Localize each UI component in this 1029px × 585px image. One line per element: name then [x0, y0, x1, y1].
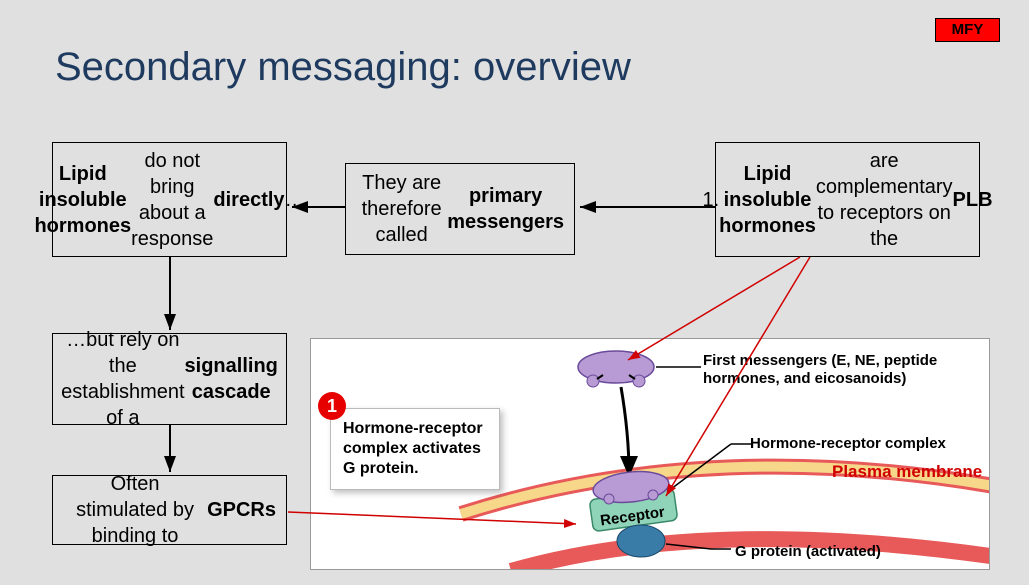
label-first-messengers: First messengers (E, NE, peptide hormone…	[703, 352, 983, 388]
badge-mfy: MFY	[935, 18, 1000, 42]
red-number-1: 1	[318, 392, 346, 420]
box-complementary-plb: 1. Lipid insoluble hormones are compleme…	[715, 142, 980, 257]
box-primary-messengers: They are therefore called primary messen…	[345, 163, 575, 255]
callout-hormone-receptor: Hormone-receptor complex activates G pro…	[330, 408, 500, 490]
label-hormone-receptor-complex: Hormone-receptor complex	[750, 435, 946, 453]
label-g-protein: G protein (activated)	[735, 543, 881, 561]
label-plasma-membrane: Plasma membrane	[832, 462, 982, 482]
box-signalling-cascade: …but rely on the establishment of a sign…	[52, 333, 287, 425]
box-lipid-insoluble-direct: Lipid insoluble hormones do not bring ab…	[52, 142, 287, 257]
box-gpcrs: Often stimulated by binding to GPCRs	[52, 475, 287, 545]
page-title: Secondary messaging: overview	[55, 45, 631, 90]
